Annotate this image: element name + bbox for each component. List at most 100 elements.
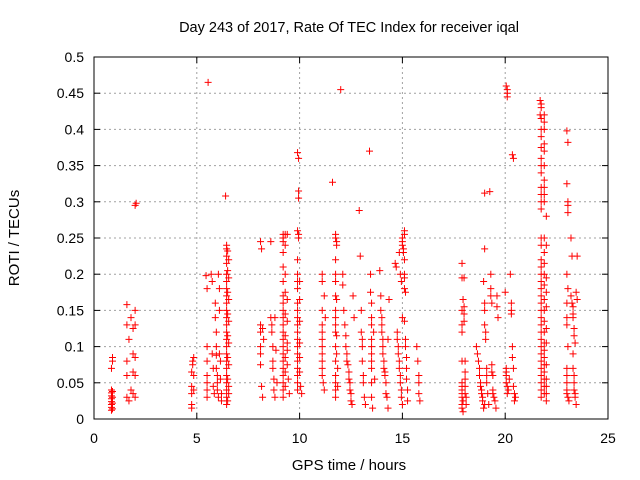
x-tick-label: 20 <box>497 430 513 446</box>
data-point <box>332 321 340 329</box>
data-point <box>369 404 377 412</box>
data-point <box>367 288 375 296</box>
data-point <box>268 328 276 336</box>
data-point <box>483 364 491 372</box>
data-point <box>279 386 287 394</box>
data-point <box>542 212 550 220</box>
data-point <box>109 353 117 361</box>
data-point <box>415 379 423 387</box>
data-point <box>223 401 231 409</box>
data-point <box>333 332 341 340</box>
data-point <box>257 361 265 369</box>
data-point <box>403 375 411 383</box>
data-point <box>460 274 468 282</box>
data-point <box>225 274 233 282</box>
data-point <box>537 379 545 387</box>
data-point <box>461 375 469 383</box>
x-axis-label: GPS time / hours <box>292 457 406 474</box>
data-point <box>332 379 340 387</box>
data-point <box>570 372 578 380</box>
data-point <box>188 368 196 376</box>
data-point <box>223 343 231 351</box>
data-point <box>537 144 545 151</box>
x-tick-label: 5 <box>193 430 201 446</box>
data-point <box>279 292 287 300</box>
data-point <box>480 404 488 412</box>
data-point <box>473 350 481 358</box>
data-point <box>334 364 342 372</box>
data-point <box>129 390 137 398</box>
data-point <box>481 245 489 253</box>
data-point <box>571 339 579 347</box>
data-point <box>377 292 385 300</box>
y-tick-label: 0.15 <box>57 302 84 318</box>
data-point <box>537 115 545 123</box>
data-point <box>567 292 575 300</box>
data-point <box>494 314 502 322</box>
data-point <box>294 299 302 307</box>
data-point <box>540 328 548 336</box>
data-point <box>284 375 292 383</box>
data-point <box>540 147 548 155</box>
data-point <box>404 386 412 394</box>
data-point <box>271 393 279 401</box>
data-point <box>223 328 231 336</box>
data-point <box>123 321 131 329</box>
data-point <box>283 339 291 347</box>
data-point <box>540 111 548 119</box>
data-point <box>382 379 390 387</box>
y-axis-label: ROTI / TECUs <box>6 190 23 286</box>
data-point <box>257 343 265 351</box>
data-point <box>123 393 131 401</box>
data-point <box>572 401 580 409</box>
data-point <box>332 328 340 336</box>
data-point <box>214 270 222 278</box>
data-points <box>107 78 581 416</box>
data-point <box>125 397 133 405</box>
data-point <box>540 198 548 206</box>
data-point <box>395 357 403 365</box>
data-point <box>257 350 265 358</box>
data-point <box>281 368 289 376</box>
data-point <box>334 382 342 390</box>
data-point <box>279 364 287 372</box>
data-point <box>224 267 232 275</box>
data-point <box>537 321 545 329</box>
data-point <box>281 310 289 318</box>
data-point <box>343 357 351 365</box>
data-point <box>216 357 224 365</box>
data-point <box>481 299 489 307</box>
data-point <box>224 332 232 340</box>
data-point <box>318 321 326 329</box>
data-point <box>540 346 548 354</box>
data-point <box>415 390 423 398</box>
data-point <box>269 357 277 365</box>
data-point <box>393 335 401 343</box>
data-point <box>318 357 326 365</box>
data-point <box>391 259 399 267</box>
data-point <box>339 270 347 278</box>
data-point <box>212 343 220 351</box>
data-point <box>392 263 400 271</box>
data-point <box>508 353 516 361</box>
data-point <box>358 335 366 343</box>
data-point <box>127 386 135 394</box>
data-point <box>459 408 467 416</box>
data-point <box>540 162 548 170</box>
data-point <box>395 364 403 372</box>
data-point <box>462 401 470 409</box>
data-point <box>318 277 326 285</box>
data-point <box>511 393 519 401</box>
data-point <box>348 401 356 409</box>
data-point <box>462 393 470 401</box>
data-point <box>540 234 548 242</box>
data-point <box>225 361 233 369</box>
data-point <box>537 364 545 372</box>
data-point <box>332 357 340 365</box>
data-point <box>279 350 287 358</box>
data-point <box>564 209 572 217</box>
data-point <box>271 314 279 322</box>
data-point <box>343 350 351 358</box>
data-point <box>379 343 387 351</box>
